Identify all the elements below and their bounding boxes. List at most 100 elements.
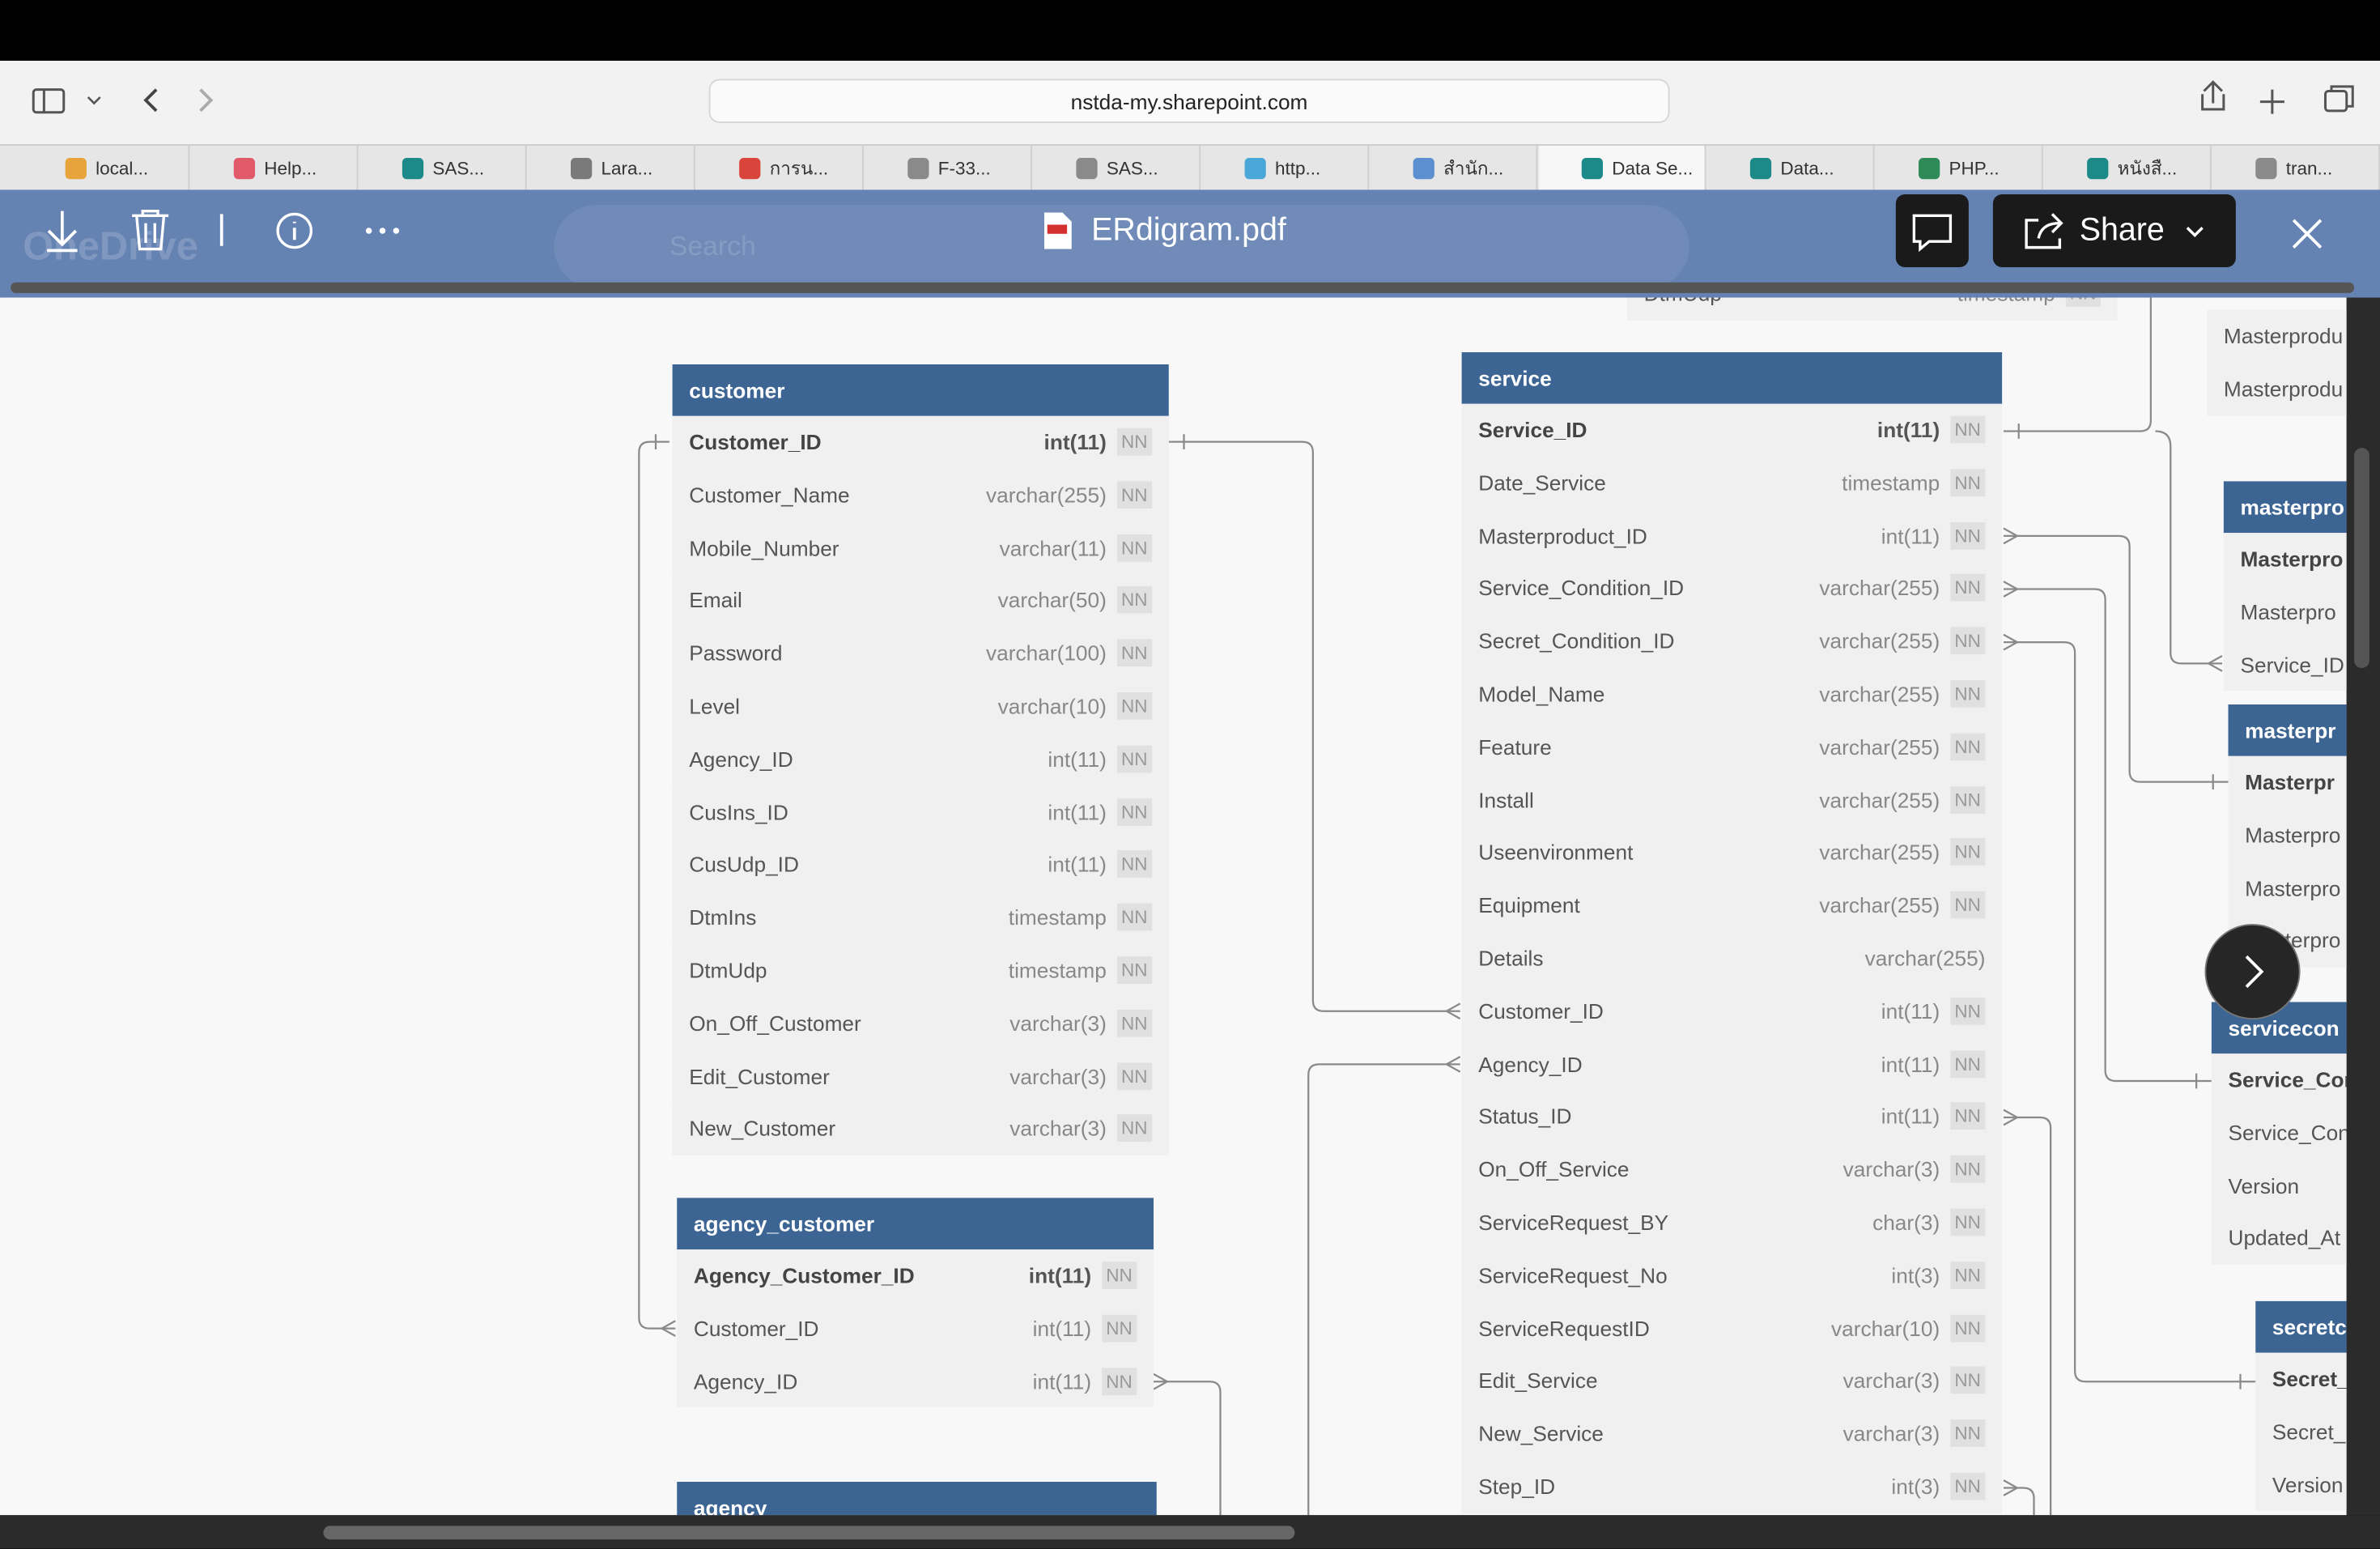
table-row: Version [2255,1458,2347,1512]
horizontal-scrollbar [0,1515,2380,1549]
table: masterpro Masterpro Masterpro Service_ID [2223,481,2347,692]
pdf-page: customer Customer_ID int(11) NN Customer_Nam… [0,297,2347,1516]
tab-title: หนังสื... [2117,158,2178,180]
tab[interactable]: tran... [2213,146,2380,192]
address-bar[interactable]: nstda-my.sharepoint.com [708,79,1670,123]
column-type: int(11) [1881,1051,1940,1076]
column-type: varchar(3) [1842,1421,1940,1446]
column-name: Useenvironment [1478,840,1634,865]
not-null-badge: NN [1949,997,1986,1025]
column-name: Secret_ [2272,1366,2347,1391]
scroll-thumb[interactable] [2354,448,2369,668]
table-row: Install varchar(255) NN [1461,773,2003,827]
table-row: Secret_Condition_ID varchar(255) NN [1461,615,2003,668]
share-button[interactable]: Share [1992,194,2236,267]
not-null-badge: NN [1949,521,1986,549]
tab-title: tran... [2285,158,2333,180]
column-type: varchar(255) [1819,840,1940,865]
column-name: Customer_Name [689,482,850,507]
table-row: Equipment varchar(255) NN [1461,879,2003,933]
table-row: Agency_ID int(11) NN [1461,1037,2003,1091]
tab[interactable]: Data Se... [1539,146,1706,192]
not-null-badge: NN [1949,785,1986,814]
search-placeholder: Search [669,231,756,262]
tab[interactable]: การน... [697,146,864,192]
not-null-badge: NN [1116,1114,1153,1143]
search-box[interactable]: Search [554,205,1689,289]
column-name: Version [2228,1172,2300,1198]
table: secretc Secret_ Secret_ Version [2255,1300,2347,1512]
tab[interactable]: Lara... [529,146,695,192]
viewer-actions[interactable] [0,189,456,297]
table-row: New_Customer varchar(3) NN [672,1102,1169,1156]
tab-title: Lara... [601,158,653,180]
table-row: DtmUdp timestamp NN [672,944,1169,998]
table: DtmUdp timestamp NN [1627,297,2118,321]
table-row: Version [2211,1159,2347,1212]
vertical-scrollbar [2346,297,2380,1516]
table-row: Masterpro [2223,585,2347,639]
scroll-thumb[interactable] [323,1526,1295,1540]
column-name: CusUdp_ID [689,852,799,877]
tab-title: สำนัก... [1443,158,1504,180]
tab[interactable]: SAS... [359,146,527,192]
tab[interactable]: SAS... [1034,146,1201,192]
column-type: int(11) [1048,799,1107,824]
not-null-badge: NN [1116,903,1153,931]
tab-icon [2087,158,2109,180]
column-name: DtmIns [689,904,757,930]
not-null-badge: NN [1116,639,1153,667]
table-row: Customer_Name varchar(255) NN [672,468,1169,522]
table-header: service [1461,352,2003,404]
tab-title: http... [1275,158,1321,180]
pdf-icon [1044,212,1072,249]
comment-button[interactable] [1895,194,1969,267]
tab-title: local... [96,158,149,180]
tab-title: Help... [264,158,317,180]
not-null-badge: NN [1949,1313,1986,1342]
column-type: int(11) [1028,1263,1092,1287]
tab[interactable]: หนังสื... [2045,146,2212,192]
tab-title: SAS... [1106,158,1158,180]
column-type: int(3) [1891,1262,1940,1287]
column-type: int(11) [1048,852,1107,877]
tab-icon [402,158,424,180]
tab[interactable]: PHP... [1876,146,2043,192]
column-name: ServiceRequestID [1478,1315,1650,1340]
column-name: Customer_ID [1478,998,1604,1023]
column-name: On_Off_Service [1478,1157,1630,1182]
not-null-badge: NN [1949,1367,1986,1394]
tab[interactable]: local... [23,146,190,192]
column-name: Install [1478,787,1534,812]
not-null-badge: NN [1949,891,1986,919]
table-row: Model_Name varchar(255) NN [1461,667,2003,721]
table-row: Edit_Service varchar(3) NN [1461,1355,2003,1408]
comment-icon [1912,214,1953,253]
tab[interactable]: http... [1202,146,1370,192]
next-page-button[interactable] [2204,923,2301,1020]
not-null-badge: NN [1116,692,1153,720]
not-null-badge: NN [1949,838,1986,866]
column-name: Agency_Customer_ID [693,1263,915,1287]
tab[interactable]: F-33... [865,146,1032,192]
not-null-badge: NN [1949,1472,1986,1500]
tab[interactable]: สำนัก... [1371,146,1538,192]
table-row: CusUdp_ID int(11) NN [672,838,1169,892]
table-row: Agency_ID int(11) NN [672,733,1169,786]
table: masterpr Masterpr Masterpro Masterpro Master… [2228,704,2347,968]
column-name: Masterprodu [2223,376,2344,401]
tab[interactable]: Help... [191,146,359,192]
tab-icon [1919,158,1940,180]
column-type: int(11) [1048,747,1107,772]
tab[interactable]: Data... [1707,146,1875,192]
table-row: DtmIns timestamp NN [672,891,1169,945]
not-null-badge: NN [1949,733,1986,760]
column-name: Password [689,640,783,666]
not-null-badge: NN [1949,679,1986,708]
column-type: varchar(255) [1819,892,1940,917]
close-button[interactable] [2284,211,2330,257]
tab-icon [571,158,593,180]
not-null-badge: NN [1116,1062,1153,1090]
